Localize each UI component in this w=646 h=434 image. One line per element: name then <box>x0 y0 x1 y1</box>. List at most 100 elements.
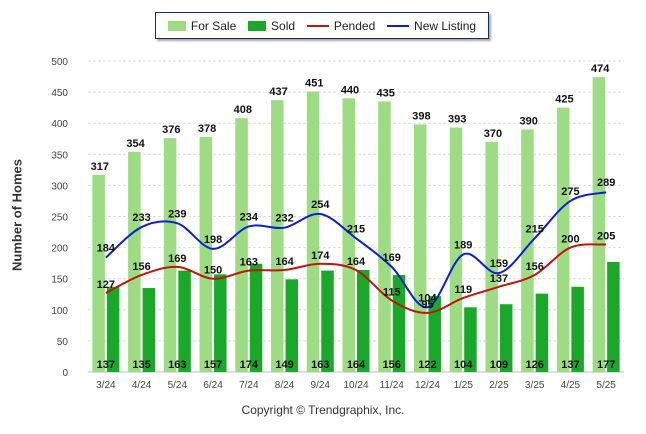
bar-for-sale <box>485 141 498 372</box>
y-tick-label: 350 <box>51 150 68 161</box>
bars <box>92 77 620 373</box>
label-sold: 122 <box>418 359 436 371</box>
label-for-sale: 378 <box>198 123 216 135</box>
label-pended: 95 <box>421 299 433 311</box>
bar-sold <box>535 293 549 372</box>
label-new-listing: 215 <box>525 223 543 235</box>
bar-sold <box>214 274 227 372</box>
label-for-sale: 393 <box>448 114 466 126</box>
x-tick-label: 10/24 <box>343 380 368 391</box>
y-axis-label: Number of Homes <box>9 159 25 271</box>
label-pended: 200 <box>561 234 579 246</box>
label-sold: 149 <box>275 359 293 371</box>
x-tick-label: 3/24 <box>96 380 116 391</box>
bar-sold <box>499 304 513 372</box>
label-new-listing: 104 <box>418 292 437 304</box>
label-new-listing: 233 <box>132 212 150 224</box>
label-new-listing: 234 <box>240 211 259 223</box>
label-for-sale: 437 <box>269 86 287 98</box>
label-new-listing: 159 <box>490 258 508 270</box>
label-pended: 156 <box>525 261 543 273</box>
bar-for-sale <box>342 98 355 372</box>
grid <box>88 60 624 373</box>
bar-for-sale <box>378 101 391 373</box>
label-sold: 137 <box>561 359 579 371</box>
label-pended: 163 <box>240 257 258 269</box>
bar-sold <box>321 270 334 372</box>
y-tick-label: 0 <box>62 368 68 379</box>
label-new-listing: 169 <box>383 252 401 264</box>
bar-for-sale <box>199 136 213 372</box>
label-new-listing: 239 <box>168 208 186 220</box>
label-sold: 163 <box>311 359 329 371</box>
pended-swatch <box>306 24 329 27</box>
label-for-sale: 408 <box>234 104 252 116</box>
y-tick-label: 100 <box>51 306 68 317</box>
for-sale-swatch <box>167 20 186 31</box>
legend-label-pended: Pended <box>333 18 376 33</box>
legend-label-sold: Sold <box>271 18 296 33</box>
label-sold: 174 <box>240 359 259 371</box>
bar-for-sale <box>413 124 427 372</box>
bar-sold <box>464 307 477 372</box>
label-pended: 164 <box>347 256 366 268</box>
legend-item-new-listing: New Listing <box>387 19 476 33</box>
label-for-sale: 370 <box>484 128 502 140</box>
x-tick-label: 3/25 <box>525 380 545 391</box>
label-sold: 156 <box>383 359 401 371</box>
label-for-sale: 376 <box>162 124 180 136</box>
legend: For Sale Sold Pended New Listing <box>155 12 489 39</box>
label-for-sale: 451 <box>305 77 323 89</box>
label-for-sale: 440 <box>341 84 359 96</box>
label-sold: 164 <box>347 359 366 371</box>
y-tick-label: 450 <box>51 88 68 99</box>
x-tick-label: 8/24 <box>275 380 295 391</box>
legend-item-sold: Sold <box>248 19 295 33</box>
x-axis-ticks: 3/24 4/24 5/24 6/24 7/24 8/24 9/24 10/24 11/24 12… <box>96 380 616 391</box>
label-new-listing: 289 <box>597 177 615 189</box>
bar-sold <box>607 261 620 372</box>
bar-sold <box>357 269 370 372</box>
label-pended: 150 <box>204 265 222 277</box>
label-for-sale: 474 <box>591 63 610 75</box>
bar-for-sale <box>163 138 177 372</box>
x-tick-label: 5/24 <box>168 380 188 391</box>
x-tick-label: 9/24 <box>311 380 331 391</box>
label-pended: 119 <box>454 284 472 296</box>
label-sold: 126 <box>525 359 543 371</box>
bar-sold <box>249 263 263 372</box>
bar-sold <box>106 286 120 372</box>
y-tick-label: 500 <box>51 57 68 68</box>
label-pended: 115 <box>383 286 401 298</box>
bar-sold <box>571 286 584 372</box>
label-sold: 135 <box>132 359 150 371</box>
label-for-sale: 390 <box>519 115 537 127</box>
label-pended: 169 <box>168 253 186 265</box>
y-tick-label: 400 <box>51 119 68 130</box>
data-labels: 317 137 127 184 354 135 156 233 376 163 169 239 378 1… <box>91 63 616 371</box>
label-for-sale: 354 <box>126 138 145 150</box>
line-new-listing <box>105 191 607 309</box>
legend-item-pended: Pended <box>306 18 376 33</box>
label-for-sale: 435 <box>377 87 395 99</box>
bar-for-sale <box>235 118 248 372</box>
x-tick-label: 11/24 <box>380 380 405 391</box>
x-tick-label: 12/24 <box>415 380 440 391</box>
bar-sold <box>142 288 156 372</box>
label-sold: 137 <box>97 359 115 371</box>
label-new-listing: 189 <box>454 239 472 251</box>
label-new-listing: 184 <box>97 243 116 255</box>
bar-for-sale <box>556 107 570 373</box>
y-tick-label: 200 <box>51 244 68 255</box>
bar-for-sale <box>271 100 284 372</box>
lines <box>105 191 607 314</box>
x-tick-label: 4/25 <box>561 380 581 391</box>
bar-for-sale <box>128 151 141 372</box>
bar-for-sale <box>449 127 463 372</box>
label-for-sale: 317 <box>91 161 109 173</box>
y-tick-label: 300 <box>51 181 68 192</box>
bar-sold <box>392 274 406 372</box>
label-pended: 137 <box>490 273 508 285</box>
bar-sold <box>285 279 299 372</box>
label-pended: 127 <box>97 279 115 291</box>
